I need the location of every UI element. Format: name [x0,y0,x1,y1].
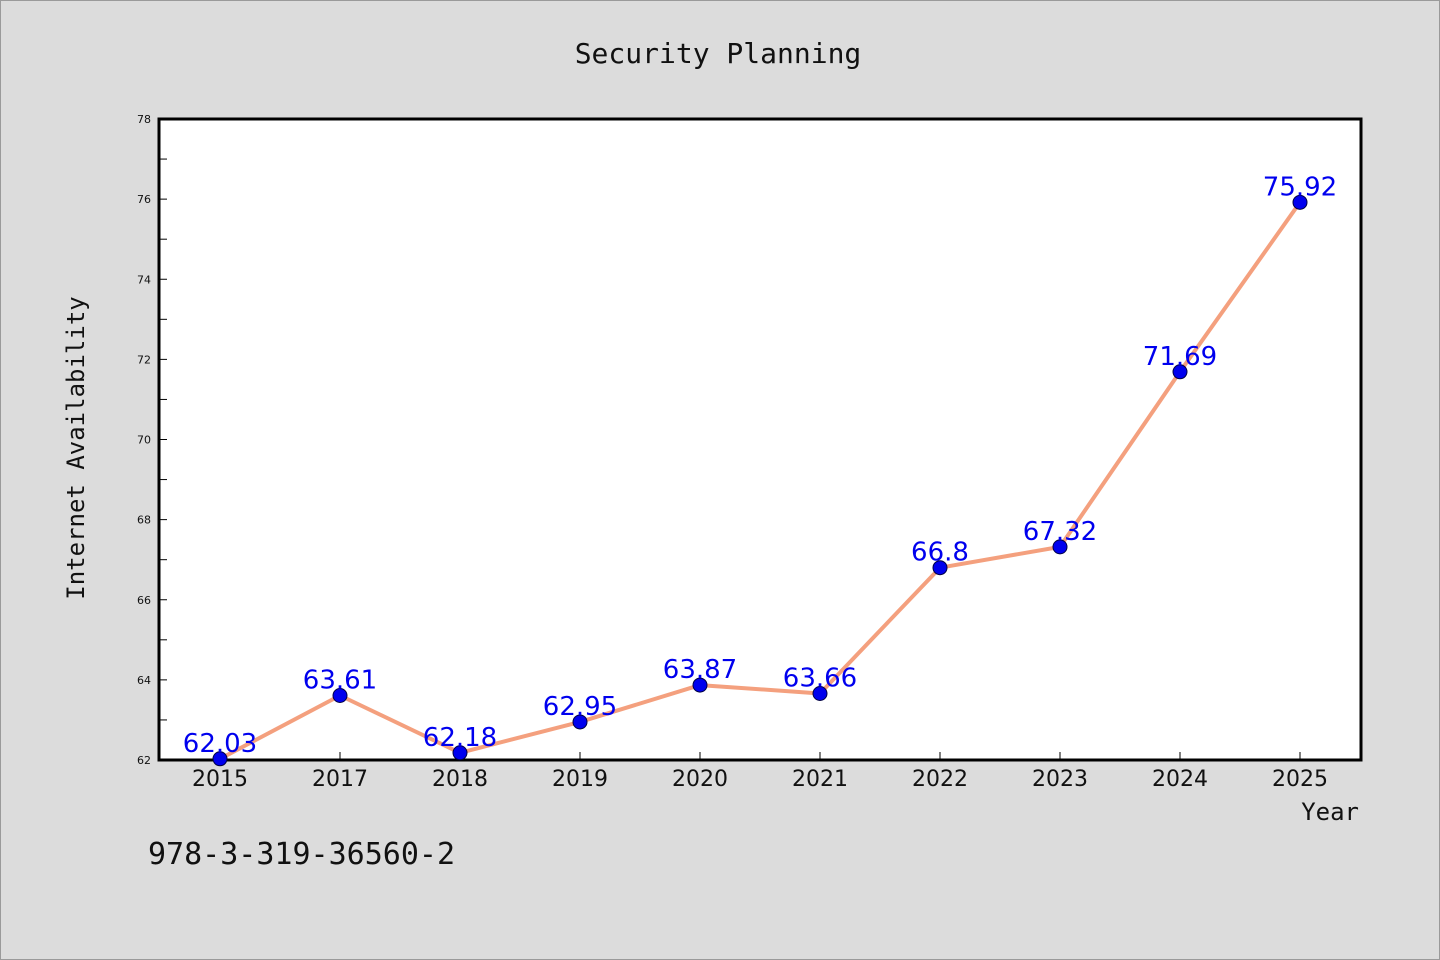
data-labels: 62.03 63.61 62.18 62.95 63.87 63.66 66.8 67.32 7… [183,172,1337,758]
data-label: 63.61 [303,665,377,695]
x-tick-label: 2015 [192,767,248,792]
x-tick-label: 2022 [912,767,968,792]
data-point [1172,364,1188,380]
y-axis-ticks: 62 64 66 68 70 72 74 76 78 [137,113,167,767]
data-label: 63.87 [663,655,737,685]
data-point [572,714,588,730]
data-point [1292,194,1308,210]
data-label: 62.03 [183,729,257,759]
x-tick-label: 2017 [312,767,368,792]
data-point [812,685,828,701]
y-axis-label: Internet Availability [62,296,90,599]
chart-title: Security Planning [575,37,862,70]
x-tick-label: 2018 [432,767,488,792]
data-point [692,677,708,693]
series-line [219,201,1302,761]
y-tick-label: 74 [137,273,151,286]
data-point [1052,539,1068,555]
y-tick-label: 70 [137,434,151,447]
x-tick-label: 2023 [1032,767,1088,792]
data-point [452,745,468,761]
y-tick-label: 76 [137,193,151,206]
data-label: 67.32 [1023,517,1097,547]
plot-area [157,117,1363,762]
y-tick-label: 78 [137,113,151,126]
data-point [212,751,228,767]
x-tick-label: 2025 [1272,767,1328,792]
x-tick-label: 2019 [552,767,608,792]
y-tick-label: 68 [137,514,151,527]
data-point [932,560,948,576]
x-axis-label: Year [1301,798,1359,826]
y-tick-label: 64 [137,674,151,687]
x-tick-label: 2020 [672,767,728,792]
data-label: 63.66 [783,663,857,693]
data-label: 71.69 [1143,342,1217,372]
data-label: 62.18 [423,723,497,753]
y-tick-label: 66 [137,594,151,607]
y-tick-label: 72 [137,353,151,366]
data-label: 75.92 [1263,172,1337,202]
x-axis-ticks: 2015 2017 2018 2019 2020 2021 2022 2023 2024 2025 [192,752,1328,792]
x-tick-label: 2021 [792,767,848,792]
y-tick-label: 62 [137,754,151,767]
footer-isbn: 978-3-319-36560-2 [148,837,455,872]
data-markers [212,194,1308,767]
data-point [332,687,348,703]
data-label: 66.8 [911,538,969,568]
x-tick-label: 2024 [1152,767,1208,792]
data-label: 62.95 [543,692,617,722]
